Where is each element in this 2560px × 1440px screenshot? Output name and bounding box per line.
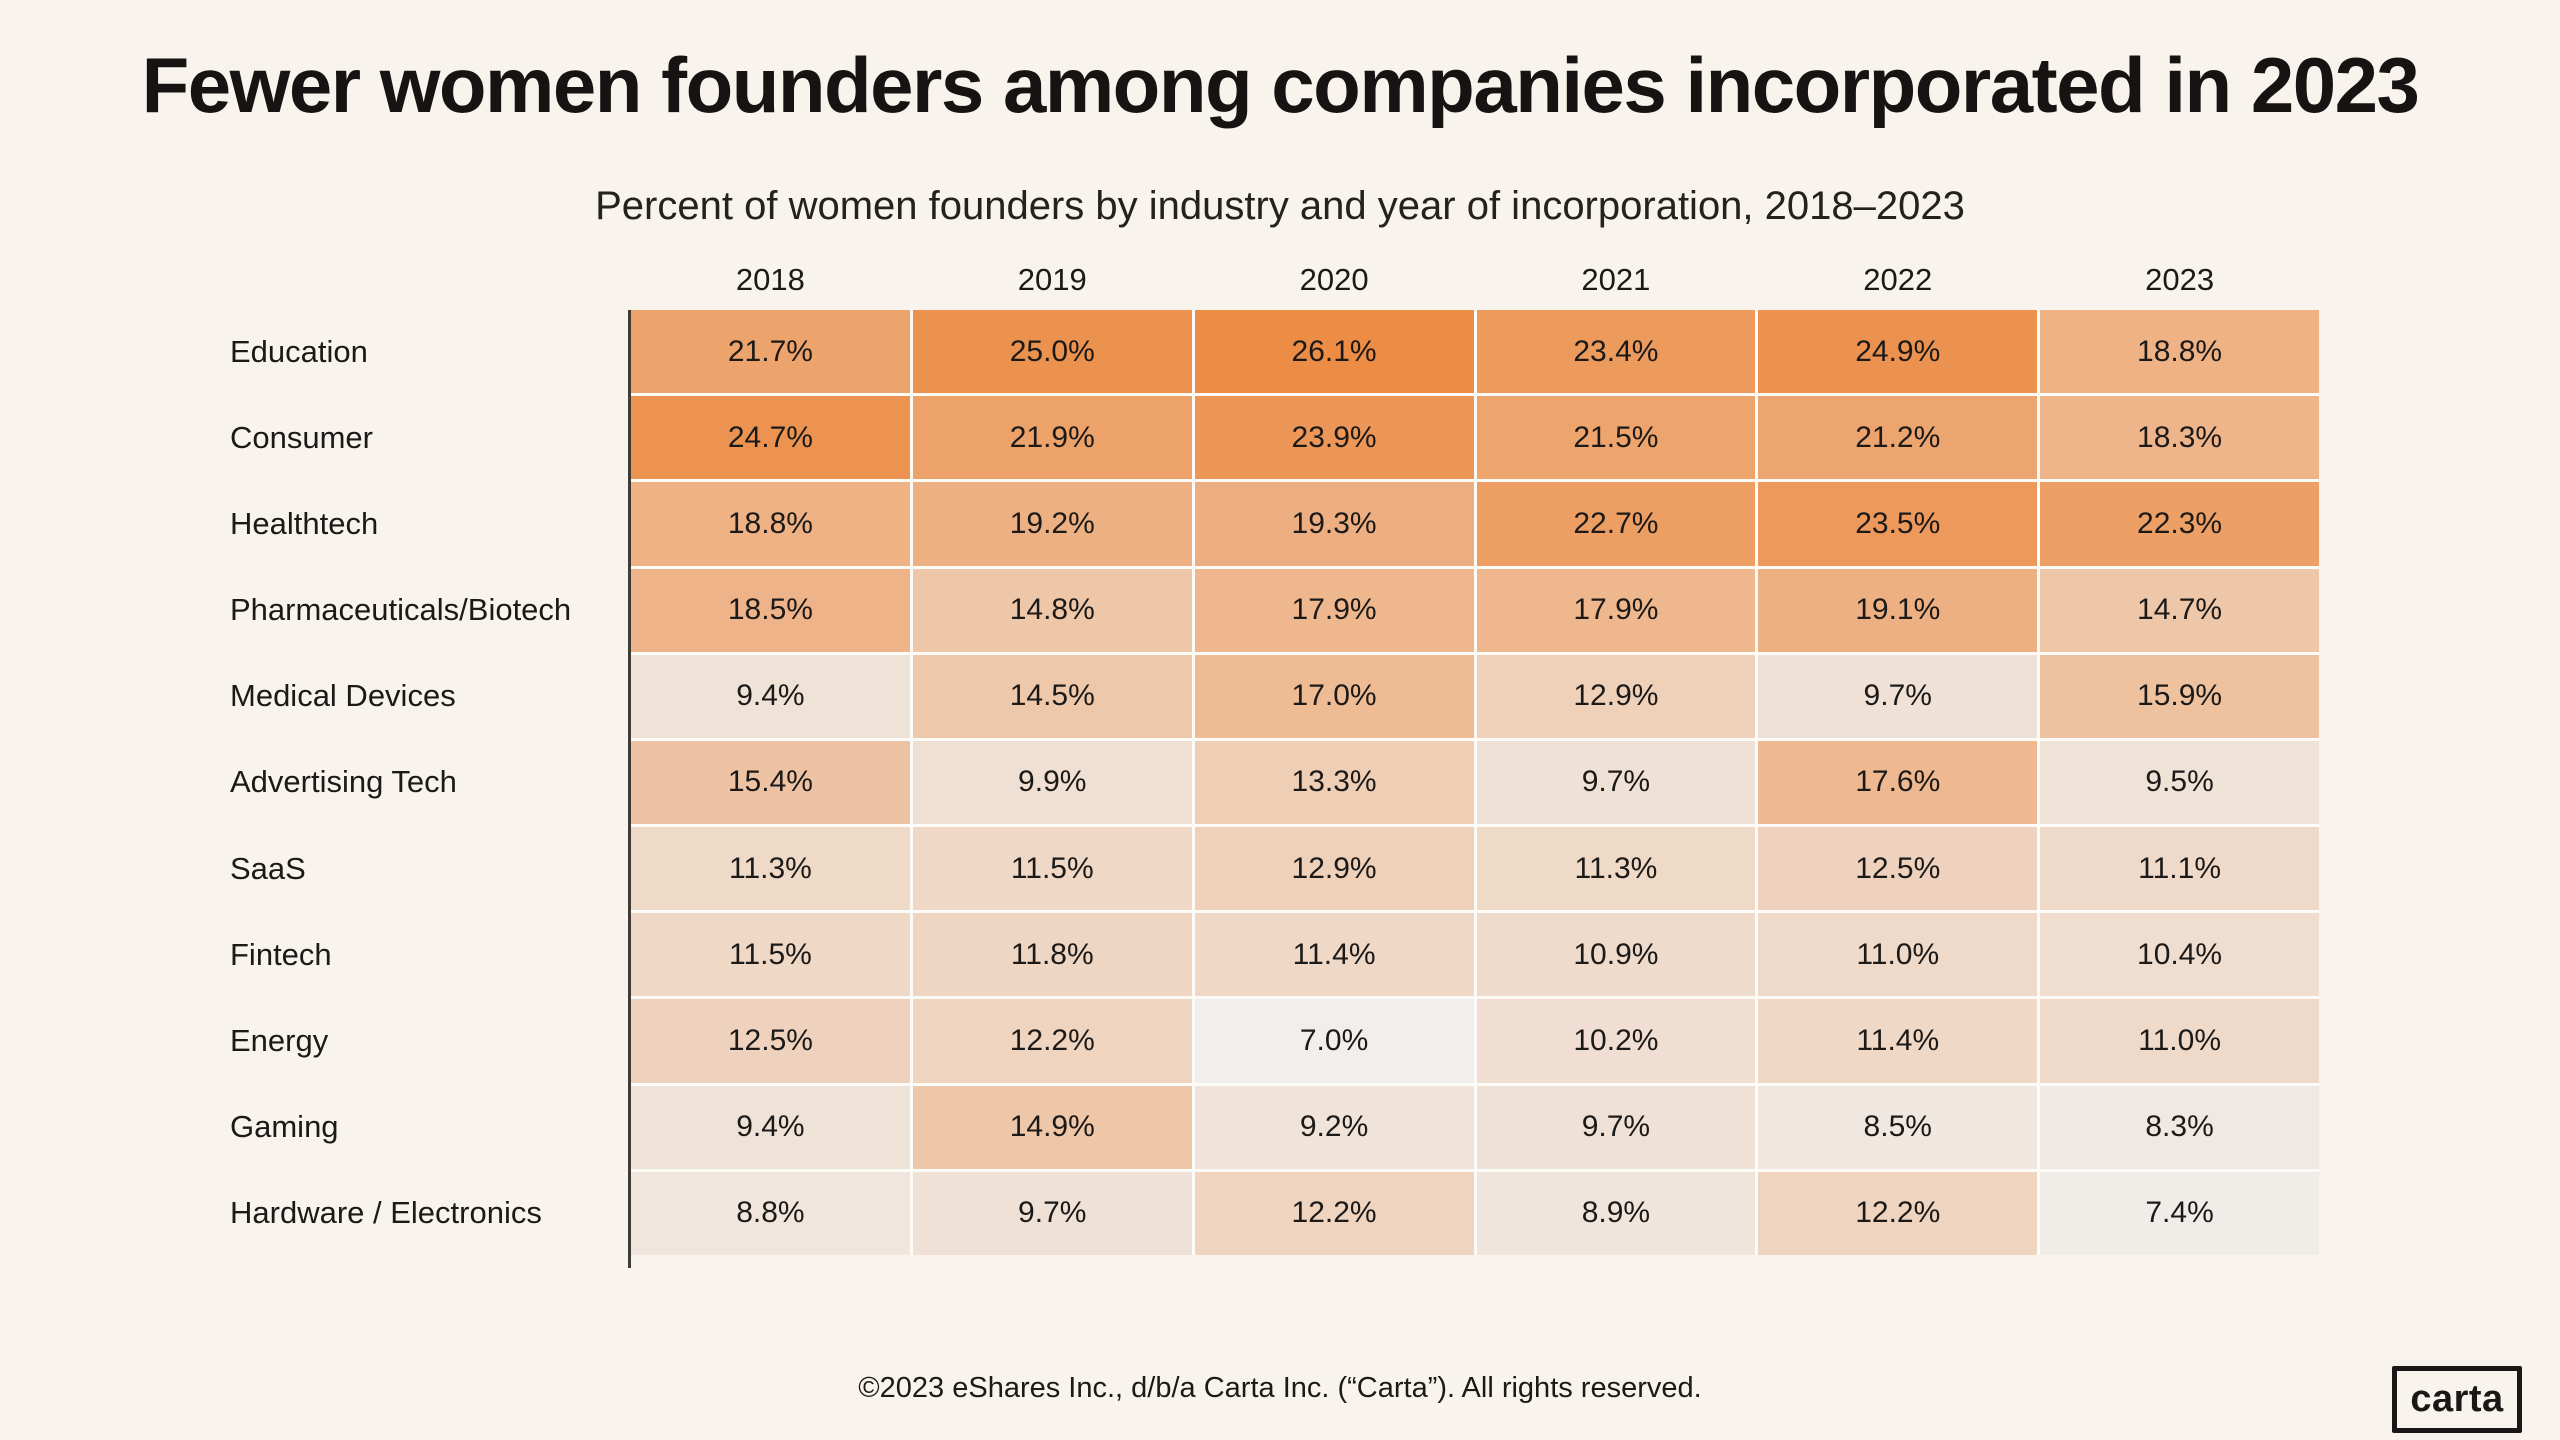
heatmap-cell: 15.4% — [631, 740, 910, 825]
heatmap-cell: 12.9% — [1194, 827, 1474, 911]
heatmap-cell: 10.4% — [2040, 913, 2319, 997]
page-title: Fewer women founders among companies inc… — [141, 41, 2420, 129]
heatmap-cell: 10.2% — [1476, 999, 1756, 1083]
year-header: 2019 — [1017, 262, 1087, 297]
heatmap-cell: 18.8% — [2040, 310, 2319, 394]
heatmap-cell: 19.1% — [1758, 568, 2038, 652]
heatmap-grid: 21.7% 25.0% 26.1% 23.4% 24.9% 18.8% 24.7% 21.9%… — [631, 310, 2319, 1255]
page-subtitle: Percent of women founders by industry an… — [595, 184, 1965, 228]
row-label: Consumer — [230, 419, 373, 455]
heatmap-cell: 12.5% — [631, 999, 910, 1083]
heatmap-cell: 8.5% — [1758, 1085, 2038, 1169]
heatmap-cell: 11.0% — [2040, 999, 2319, 1083]
industry-row-labels: Education Consumer Healthtech Pharmaceutica… — [230, 310, 625, 1255]
heatmap-cell: 25.0% — [912, 310, 1192, 394]
heatmap-cell: 9.7% — [912, 1171, 1192, 1255]
heatmap-cell: 17.9% — [1194, 568, 1474, 652]
heatmap-cell: 22.7% — [1476, 482, 1756, 566]
year-header: 2021 — [1581, 262, 1651, 297]
year-header: 2018 — [735, 262, 805, 297]
heatmap-cell: 23.5% — [1758, 482, 2038, 566]
heatmap-cell: 21.2% — [1758, 396, 2038, 480]
heatmap-cell: 9.4% — [631, 654, 910, 738]
heatmap-cell: 11.5% — [631, 913, 910, 997]
heatmap-cell: 9.7% — [1476, 1085, 1756, 1169]
heatmap-cell: 9.5% — [2040, 740, 2319, 825]
heatmap-cell: 11.0% — [1758, 913, 2038, 997]
heatmap-cell: 12.9% — [1476, 654, 1756, 738]
heatmap-cell: 19.2% — [912, 482, 1192, 566]
row-label: Pharmaceuticals/Biotech — [230, 592, 572, 628]
year-header: 2022 — [1863, 262, 1933, 297]
heatmap-cell: 17.6% — [1758, 740, 2038, 825]
heatmap-cell: 13.3% — [1194, 740, 1474, 825]
heatmap-cell: 21.5% — [1476, 396, 1756, 480]
heatmap-cell: 19.3% — [1194, 482, 1474, 566]
row-label: Hardware / Electronics — [230, 1195, 542, 1231]
heatmap-cell: 24.7% — [631, 396, 910, 480]
y-axis-line — [628, 310, 631, 1268]
heatmap-cell: 12.2% — [1758, 1171, 2038, 1255]
year-header: 2020 — [1299, 262, 1369, 297]
heatmap-cell: 24.9% — [1758, 310, 2038, 394]
heatmap-cell: 15.9% — [2040, 654, 2319, 738]
year-header-row: 2018 2019 2020 2021 2022 2023 — [631, 262, 2319, 298]
row-label: Education — [230, 333, 368, 369]
heatmap-cell: 21.7% — [631, 310, 910, 394]
heatmap-cell: 14.9% — [912, 1085, 1192, 1169]
heatmap-cell: 8.9% — [1476, 1171, 1756, 1255]
heatmap-cell: 8.8% — [631, 1171, 910, 1255]
heatmap-cell: 9.2% — [1194, 1085, 1474, 1169]
heatmap-cell: 9.7% — [1758, 654, 2038, 738]
row-label: Fintech — [230, 936, 332, 972]
year-header: 2023 — [2145, 262, 2215, 297]
heatmap-cell: 12.2% — [1194, 1171, 1474, 1255]
heatmap-cell: 12.2% — [912, 999, 1192, 1083]
heatmap-cell: 17.0% — [1194, 654, 1474, 738]
heatmap-cell: 23.4% — [1476, 310, 1756, 394]
row-label: Energy — [230, 1023, 329, 1059]
heatmap-cell: 11.3% — [1476, 827, 1756, 911]
row-label: Advertising Tech — [230, 764, 457, 800]
heatmap-cell: 22.3% — [2040, 482, 2319, 566]
row-label: Gaming — [230, 1109, 339, 1145]
carta-logo: carta — [2392, 1366, 2522, 1433]
heatmap-cell: 11.5% — [912, 827, 1192, 911]
heatmap-cell: 11.8% — [912, 913, 1192, 997]
row-label: SaaS — [230, 850, 306, 886]
row-label: Healthtech — [230, 505, 379, 541]
heatmap-cell: 18.5% — [631, 568, 910, 652]
heatmap-cell: 18.8% — [631, 482, 910, 566]
row-label: Medical Devices — [230, 678, 456, 714]
heatmap-cell: 8.3% — [2040, 1085, 2319, 1169]
heatmap-cell: 26.1% — [1194, 310, 1474, 394]
heatmap-cell: 10.9% — [1476, 913, 1756, 997]
heatmap-cell: 11.3% — [631, 827, 910, 911]
heatmap-cell: 14.7% — [2040, 568, 2319, 652]
copyright-text: ©2023 eShares Inc., d/b/a Carta Inc. (“C… — [858, 1372, 1702, 1404]
heatmap-cell: 7.0% — [1194, 999, 1474, 1083]
heatmap-cell: 12.5% — [1758, 827, 2038, 911]
heatmap-cell: 9.4% — [631, 1085, 910, 1169]
heatmap-cell: 11.4% — [1758, 999, 2038, 1083]
heatmap-cell: 14.5% — [912, 654, 1192, 738]
heatmap-cell: 7.4% — [2040, 1171, 2319, 1255]
heatmap-cell: 11.4% — [1194, 913, 1474, 997]
heatmap-cell: 18.3% — [2040, 396, 2319, 480]
heatmap-cell: 11.1% — [2040, 827, 2319, 911]
heatmap-cell: 23.9% — [1194, 396, 1474, 480]
heatmap-cell: 9.9% — [912, 740, 1192, 825]
heatmap-cell: 14.8% — [912, 568, 1192, 652]
heatmap-cell: 17.9% — [1476, 568, 1756, 652]
heatmap-cell: 21.9% — [912, 396, 1192, 480]
heatmap-cell: 9.7% — [1476, 740, 1756, 825]
